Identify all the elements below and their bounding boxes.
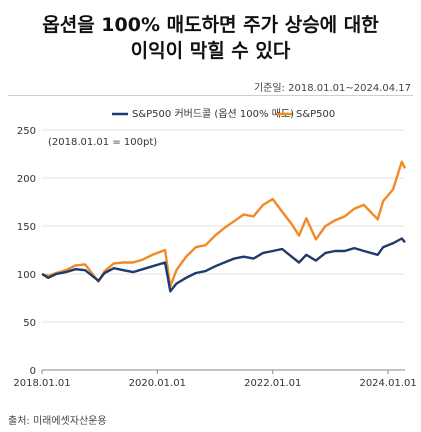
y-tick-label: 150 (17, 222, 36, 233)
x-tick-label: 2022.01.01 (244, 378, 301, 389)
x-tick-label: 2024.01.01 (359, 378, 416, 389)
chart-title-line-1: 옵션을 100% 매도하면 주가 상승에 대한 (42, 14, 379, 36)
date-range-label: 기준일: 2018.01.01~2024.04.17 (253, 83, 411, 94)
series-layer (41, 160, 407, 293)
source-label: 출처: 미래에셋자산운용 (8, 416, 107, 427)
base-note: (2018.01.01 = 100pt) (48, 137, 157, 148)
y-tick-label: 0 (30, 366, 36, 377)
grid-layer (42, 129, 405, 323)
series-line-covered-call (41, 237, 406, 293)
y-tick-label: 100 (17, 270, 36, 281)
x-tick-label: 2018.01.01 (13, 378, 70, 389)
y-tick-label: 250 (17, 126, 36, 137)
series-line-sp500 (41, 160, 407, 288)
chart-title-line-2: 이익이 막힐 수 있다 (130, 40, 291, 62)
x-tick-label: 2020.01.01 (129, 378, 186, 389)
header-divider (8, 95, 413, 96)
y-tick-label: 200 (17, 174, 36, 185)
legend-label-sp500: S&P500 (296, 109, 335, 120)
legend-label-covered-call: S&P500 커버드콜 (옵션 100% 매도) (132, 108, 294, 120)
axis-layer: 0 50 100 150 200 250 2018.01.01 2020.01.01 2022.… (13, 126, 416, 389)
chart-title: 옵션을 100% 매도하면 주가 상승에 대한 이익이 막힐 수 있다 (0, 12, 421, 64)
y-tick-label: 50 (23, 318, 36, 329)
legend: S&P500 커버드콜 (옵션 100% 매도) S&P500 (112, 108, 335, 120)
